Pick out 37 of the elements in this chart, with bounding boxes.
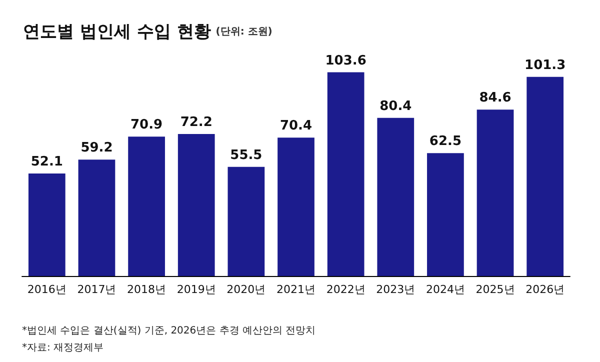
data-label: 103.6 [325,53,366,68]
bar [377,118,414,276]
x-tick-label: 2024년 [426,283,465,296]
text: *법인세 수입은 결산(실적) 기준, 2026년은 추경 예산안의 전망치 [22,326,316,336]
bar [327,72,364,276]
chart-subtitle: (단위: 조원) [216,26,272,38]
bar [228,166,265,276]
bar [476,110,514,276]
text: *자료: 재정경제부 [22,342,104,354]
data-label: 59.2 [80,140,113,156]
bar [78,160,116,276]
data-label: 80.4 [380,98,412,114]
data-label: 70.9 [130,118,163,133]
bar [178,134,215,276]
bar [128,136,165,276]
x-tick-label: 2018년 [127,283,166,296]
x-tick-label: 2022년 [326,283,366,296]
x-tick-label: 2016년 [27,283,66,296]
x-tick-label: 2021년 [276,283,316,296]
bar [526,76,564,276]
data-label: 84.6 [479,90,512,106]
x-tick-label: 2023년 [376,283,416,296]
x-tick-label: 2019년 [176,283,216,296]
chart-title: 연도별 법인세 수입 현황 [23,22,211,42]
data-label: 55.5 [230,148,262,163]
data-label: 101.3 [524,58,566,73]
data-label: 52.1 [30,154,63,170]
bar [427,153,464,276]
x-tick-label: 2025년 [476,283,515,296]
data-label: 62.5 [429,134,462,150]
x-tick-label: 2026년 [526,283,565,296]
x-tick-label: 2017년 [77,283,116,296]
bar [28,174,66,276]
data-label: 72.2 [180,115,212,130]
data-label: 70.4 [280,118,312,134]
bar [278,138,314,276]
x-tick-label: 2020년 [226,283,266,296]
